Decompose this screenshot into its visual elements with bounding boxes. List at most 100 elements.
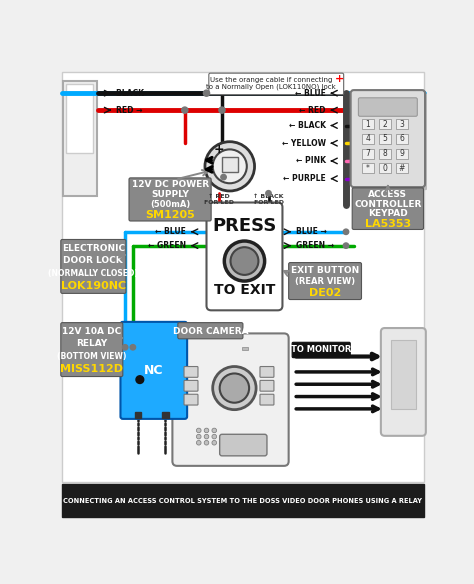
Text: ↑ BLACK
FOR LED: ↑ BLACK FOR LED [253, 194, 284, 205]
Text: LA5353: LA5353 [365, 218, 411, 228]
Text: (500mA): (500mA) [150, 200, 190, 210]
Circle shape [230, 247, 258, 275]
Text: +: + [335, 74, 345, 84]
Text: 2: 2 [383, 120, 387, 129]
Circle shape [196, 428, 201, 433]
Bar [63, 81, 97, 196]
Circle shape [122, 345, 128, 350]
Circle shape [213, 150, 247, 183]
Bar [222, 157, 237, 172]
Bar [135, 412, 141, 418]
Text: 7: 7 [365, 149, 370, 158]
Bar [379, 164, 391, 173]
FancyBboxPatch shape [209, 73, 344, 95]
Circle shape [221, 175, 226, 180]
Bar [362, 148, 374, 159]
Text: RED →: RED → [116, 106, 142, 114]
Text: 9: 9 [400, 149, 404, 158]
FancyBboxPatch shape [61, 239, 126, 293]
Text: NC: NC [144, 364, 164, 377]
Circle shape [224, 241, 264, 281]
Text: (NORMALLY CLOSED): (NORMALLY CLOSED) [48, 269, 138, 278]
Text: #: # [399, 164, 405, 173]
FancyBboxPatch shape [351, 90, 425, 187]
FancyBboxPatch shape [184, 367, 198, 377]
Circle shape [266, 190, 271, 196]
Text: ← BLUE: ← BLUE [155, 227, 186, 237]
Circle shape [136, 376, 144, 384]
Text: 4: 4 [365, 134, 370, 144]
FancyBboxPatch shape [129, 178, 211, 221]
Bar [362, 134, 374, 144]
Text: SUPPLY: SUPPLY [151, 190, 189, 199]
Text: 8: 8 [383, 149, 387, 158]
Text: ↑ RED
FOR LED: ↑ RED FOR LED [204, 194, 234, 205]
Text: SM1205: SM1205 [145, 210, 195, 220]
Text: 3: 3 [400, 120, 404, 129]
Text: LOK190NC: LOK190NC [61, 281, 126, 291]
Text: TO MONITOR: TO MONITOR [291, 346, 351, 354]
Circle shape [219, 107, 225, 113]
Text: ← PINK: ← PINK [296, 157, 326, 165]
Bar [66, 84, 93, 153]
Text: +: + [214, 143, 224, 156]
Circle shape [219, 373, 249, 403]
Text: ACCESS: ACCESS [368, 190, 407, 199]
FancyBboxPatch shape [292, 342, 350, 357]
Text: BLACK →: BLACK → [116, 89, 153, 98]
FancyBboxPatch shape [207, 203, 283, 310]
Text: DOOR CAMERA: DOOR CAMERA [173, 327, 248, 336]
Text: ← RED: ← RED [300, 106, 326, 114]
FancyBboxPatch shape [178, 322, 243, 339]
Circle shape [204, 428, 209, 433]
Circle shape [205, 142, 255, 191]
Text: (REAR VIEW): (REAR VIEW) [295, 277, 355, 286]
Text: ← BLUE: ← BLUE [295, 89, 326, 98]
Text: EXIT BUTTON: EXIT BUTTON [291, 266, 359, 275]
Text: ← PURPLE: ← PURPLE [283, 174, 326, 183]
Text: Use the orange cable if connecting: Use the orange cable if connecting [210, 77, 332, 83]
FancyBboxPatch shape [381, 328, 426, 436]
FancyBboxPatch shape [184, 380, 198, 391]
Bar [396, 134, 408, 144]
Bar [379, 134, 391, 144]
FancyBboxPatch shape [358, 98, 417, 116]
Text: (BOTTOM VIEW): (BOTTOM VIEW) [57, 352, 127, 361]
Bar [379, 148, 391, 159]
Text: ← YELLOW: ← YELLOW [282, 139, 326, 148]
Text: 1: 1 [365, 120, 370, 129]
Text: DE02: DE02 [309, 288, 341, 298]
Text: GREEN →: GREEN → [296, 241, 334, 250]
Text: BLUE →: BLUE → [296, 227, 327, 237]
Bar [396, 148, 408, 159]
Text: *: * [366, 164, 370, 173]
FancyBboxPatch shape [260, 367, 274, 377]
Text: ELECTRONIC: ELECTRONIC [62, 244, 125, 252]
Text: RELAY: RELAY [76, 339, 108, 349]
Text: 5: 5 [383, 134, 387, 144]
Text: ← BLACK: ← BLACK [289, 121, 326, 130]
Circle shape [203, 90, 210, 96]
Text: ← GREEN: ← GREEN [148, 241, 186, 250]
FancyBboxPatch shape [354, 93, 428, 190]
Circle shape [212, 440, 217, 445]
Circle shape [130, 345, 136, 350]
Circle shape [182, 107, 188, 113]
FancyBboxPatch shape [120, 322, 187, 419]
Bar [362, 119, 374, 130]
Circle shape [213, 367, 256, 409]
Text: 6: 6 [400, 134, 404, 144]
Text: TO EXIT: TO EXIT [214, 283, 275, 297]
Text: DOOR LOCK: DOOR LOCK [64, 256, 123, 265]
Text: to a Normally Open (LOK110NO) lock: to a Normally Open (LOK110NO) lock [206, 84, 336, 91]
Bar [391, 339, 416, 409]
Text: 12V 10A DC: 12V 10A DC [62, 326, 121, 336]
FancyBboxPatch shape [219, 434, 267, 456]
FancyBboxPatch shape [289, 263, 362, 300]
Bar [222, 157, 237, 172]
Bar [362, 164, 374, 173]
Circle shape [343, 229, 349, 234]
FancyBboxPatch shape [173, 333, 289, 466]
Text: KEYPAD: KEYPAD [368, 210, 408, 218]
Circle shape [343, 243, 349, 248]
